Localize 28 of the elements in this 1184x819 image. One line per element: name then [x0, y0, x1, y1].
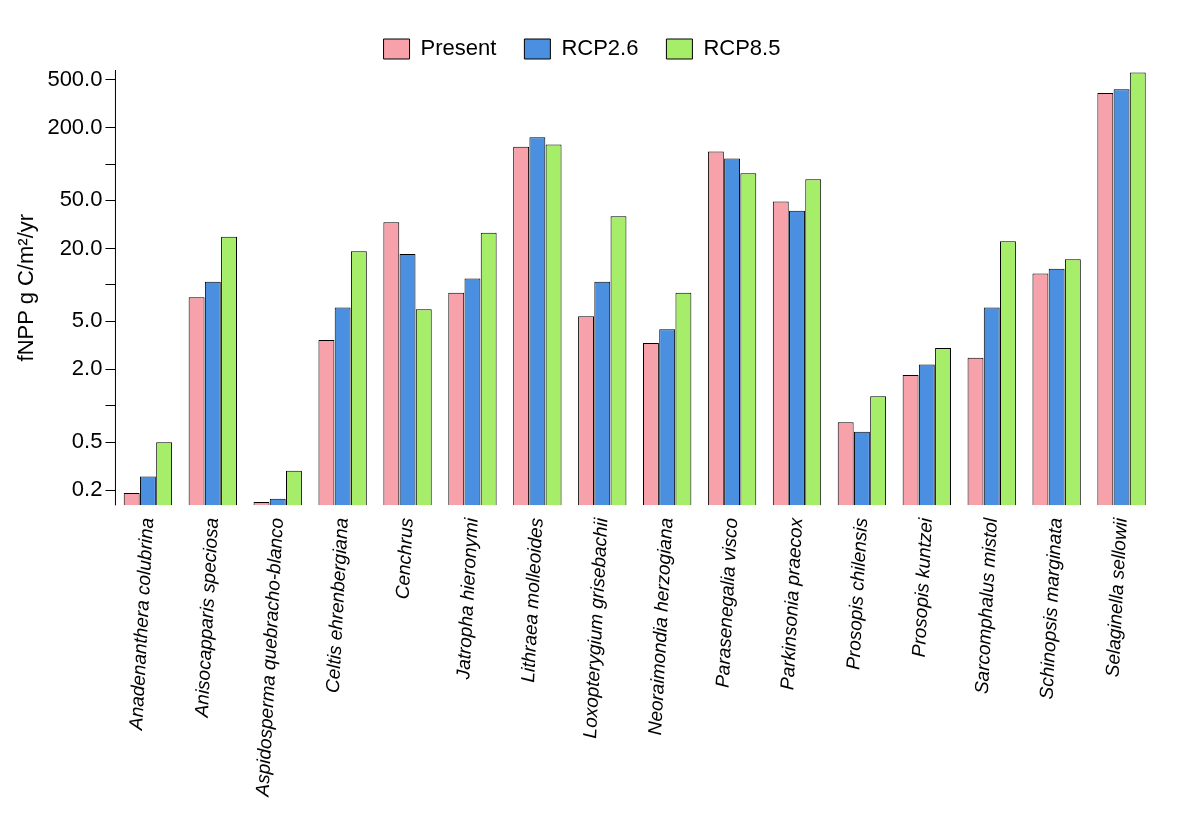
x-tick-label: Prosopis chilensis: [842, 516, 872, 671]
x-tick-label: Cenchrus: [391, 516, 417, 600]
x-tick-label: Parasenegalia visco: [711, 517, 742, 689]
y-tick-label: 20.0: [59, 234, 103, 260]
x-tick-label: Sarcomphalus mistol: [970, 516, 1002, 695]
y-tick-label: 0.5: [71, 428, 103, 454]
x-tick-label: Parkinsonia praecox: [776, 515, 807, 691]
x-tick-label: Selaginella sellowii: [1101, 516, 1131, 678]
legend-label: RCP2.6: [561, 35, 639, 61]
x-tick-label: Anisocapparis speciosa: [190, 517, 223, 719]
x-tick-label: Schinopsis marginata: [1035, 517, 1066, 700]
y-axis-title: fNPP g C/m²/yr: [13, 213, 39, 362]
legend-label: RCP8.5: [703, 35, 781, 61]
y-tick-label: 5.0: [71, 307, 103, 333]
x-tick-label: Lithraea molleoides: [517, 516, 547, 683]
x-tick-label: Loxopterygium grisebachii: [579, 516, 612, 739]
x-tick-label: Jatropha hieronymi: [452, 516, 482, 681]
x-tick-label: Anadenanthera colubrina: [125, 517, 158, 732]
x-tick-label: Celtis ehrenbergiana: [321, 517, 352, 694]
y-tick-label: 0.2: [71, 476, 103, 502]
legend-label: Present: [420, 35, 497, 61]
x-tick-label: Neoraimondia herzogiana: [644, 517, 677, 736]
y-tick-label: 2.0: [71, 355, 103, 381]
y-tick-label: 200.0: [47, 113, 103, 139]
x-tick-label: Aspidosperma quebracho-blanco: [251, 517, 287, 798]
x-tick-label: Prosopis kuntzei: [907, 516, 937, 658]
y-tick-label: 50.0: [59, 186, 103, 212]
y-tick-label: 500.0: [47, 65, 103, 91]
